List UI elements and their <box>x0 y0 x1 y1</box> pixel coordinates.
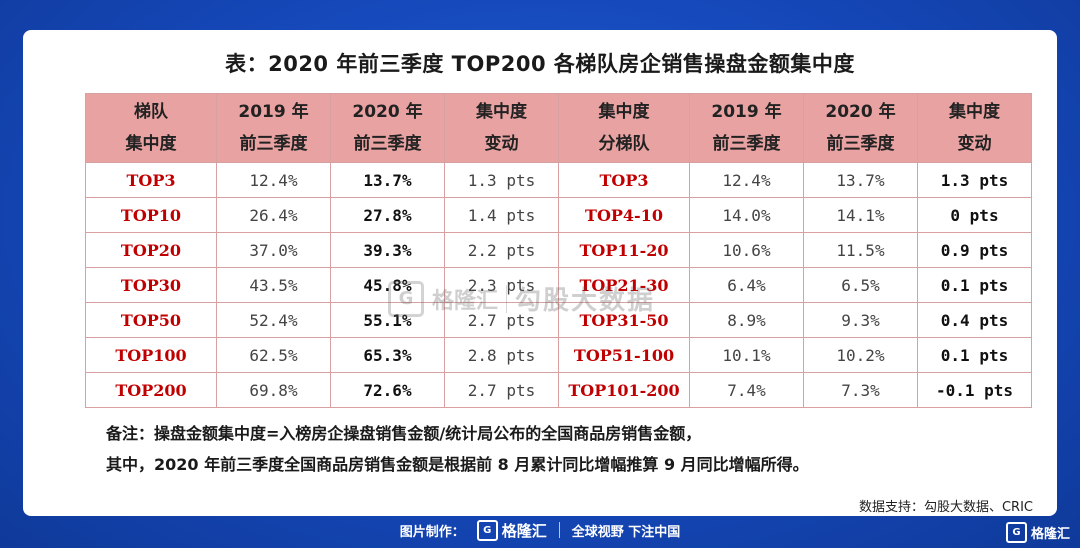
value-cell: 26.4% <box>216 197 331 233</box>
value-cell: 14.1% <box>803 197 918 233</box>
value-cell: 10.1% <box>689 337 804 373</box>
notes: 备注：操盘金额集中度=入榜房企操盘销售金额/统计局公布的全国商品房销售金额， 其… <box>106 418 809 480</box>
header-cell: 集中度 分梯队 <box>558 93 690 163</box>
change-cell: 0.4 pts <box>917 302 1032 338</box>
value-cell: 6.4% <box>689 267 804 303</box>
footer-logo: G 格隆汇 <box>476 519 547 541</box>
value-cell: 10.6% <box>689 232 804 268</box>
value-cell: 37.0% <box>216 232 331 268</box>
watermark-text: 勾股大数据 <box>515 286 656 316</box>
page-title: 表：2020 年前三季度 TOP200 各梯队房企销售操盘金额集中度 <box>225 52 855 76</box>
value-cell: 12.4% <box>216 162 331 198</box>
tier-cell: TOP30 <box>85 267 217 303</box>
value-cell: 52.4% <box>216 302 331 338</box>
tier-cell: TOP4-10 <box>558 197 690 233</box>
value-cell: 7.3% <box>803 372 918 408</box>
table-row: TOP3 12.4% 13.7% 1.3 pts TOP3 12.4% 13.7… <box>85 162 1032 198</box>
change-cell: 1.4 pts <box>444 197 559 233</box>
change-cell: 1.3 pts <box>444 162 559 198</box>
watermark-divider <box>506 284 508 313</box>
change-cell: 2.3 pts <box>444 267 559 303</box>
header-cell: 2019 年前三季度 <box>689 93 804 163</box>
note-line-1: 备注：操盘金额集中度=入榜房企操盘销售金额/统计局公布的全国商品房销售金额， <box>106 424 702 443</box>
tier-cell: TOP10 <box>85 197 217 233</box>
value-cell: 6.5% <box>803 267 918 303</box>
note-line-2: 其中，2020 年前三季度全国商品房销售金额是根据前 8 月累计同比增幅推算 9… <box>106 455 809 474</box>
watermark-brand: 格隆汇 <box>432 288 499 314</box>
value-cell: 9.3% <box>803 302 918 338</box>
table-row: TOP30 43.5% 45.8% 2.3 pts TOP21-30 6.4% … <box>85 267 1032 303</box>
header-cell: 2020 年前三季度 <box>803 93 918 163</box>
tier-cell: TOP31-50 <box>558 302 690 338</box>
footer-brand: 格隆汇 <box>501 521 547 540</box>
change-cell: 2.2 pts <box>444 232 559 268</box>
tier-cell: TOP50 <box>85 302 217 338</box>
tier-cell: TOP101-200 <box>558 372 690 408</box>
footer: 图片制作： G 格隆汇 全球视野 下注中国 <box>0 518 1080 542</box>
footer-slogan: 全球视野 下注中国 <box>571 524 681 540</box>
corner-brand: 格隆汇 <box>1030 527 1070 542</box>
tier-cell: TOP51-100 <box>558 337 690 373</box>
table-row: TOP200 69.8% 72.6% 2.7 pts TOP101-200 7.… <box>85 372 1032 408</box>
tier-cell: TOP11-20 <box>558 232 690 268</box>
tier-cell: TOP3 <box>558 162 690 198</box>
header-cell: 2020 年前三季度 <box>330 93 445 163</box>
tier-cell: TOP100 <box>85 337 217 373</box>
change-cell: 2.7 pts <box>444 372 559 408</box>
value-cell: 10.2% <box>803 337 918 373</box>
value-cell: 13.7% <box>803 162 918 198</box>
footer-divider <box>558 522 560 538</box>
table-row: TOP50 52.4% 55.1% 2.7 pts TOP31-50 8.9% … <box>85 302 1032 338</box>
value-cell: 55.1% <box>330 302 445 338</box>
table-row: TOP20 37.0% 39.3% 2.2 pts TOP11-20 10.6%… <box>85 232 1032 268</box>
change-cell: 0 pts <box>917 197 1032 233</box>
gelonghui-logo-icon: G <box>388 280 424 317</box>
watermark: G 格隆汇 勾股大数据 <box>388 280 655 317</box>
value-cell: 14.0% <box>689 197 804 233</box>
concentration-table: 梯队 集中度 2019 年前三季度 2020 年前三季度 集中度 变动 集中度 分梯队… <box>85 93 1032 408</box>
header-cell: 集中度 变动 <box>444 93 559 163</box>
tier-cell: TOP200 <box>85 372 217 408</box>
value-cell: 69.8% <box>216 372 331 408</box>
tier-cell: TOP20 <box>85 232 217 268</box>
tier-cell: TOP3 <box>85 162 217 198</box>
value-cell: 65.3% <box>330 337 445 373</box>
table-row: TOP100 62.5% 65.3% 2.8 pts TOP51-100 10.… <box>85 337 1032 373</box>
corner-logo: G 格隆汇 <box>1005 522 1070 543</box>
value-cell: 7.4% <box>689 372 804 408</box>
value-cell: 13.7% <box>330 162 445 198</box>
value-cell: 11.5% <box>803 232 918 268</box>
value-cell: 39.3% <box>330 232 445 268</box>
table-row: TOP10 26.4% 27.8% 1.4 pts TOP4-10 14.0% … <box>85 197 1032 233</box>
value-cell: 43.5% <box>216 267 331 303</box>
change-cell: 0.9 pts <box>917 232 1032 268</box>
header-cell: 2019 年前三季度 <box>216 93 331 163</box>
change-cell: 0.1 pts <box>917 337 1032 373</box>
change-cell: 0.1 pts <box>917 267 1032 303</box>
value-cell: 8.9% <box>689 302 804 338</box>
value-cell: 27.8% <box>330 197 445 233</box>
header-row: 梯队 集中度 2019 年前三季度 2020 年前三季度 集中度 变动 集中度 分梯队… <box>85 93 1032 163</box>
change-cell: 1.3 pts <box>917 162 1032 198</box>
change-cell: 2.7 pts <box>444 302 559 338</box>
change-cell: 2.8 pts <box>444 337 559 373</box>
header-cell: 集中度 变动 <box>917 93 1032 163</box>
value-cell: 12.4% <box>689 162 804 198</box>
change-cell: -0.1 pts <box>917 372 1032 408</box>
gelonghui-logo-icon: G <box>476 519 498 541</box>
data-source: 数据支持：勾股大数据、CRIC <box>858 500 1033 515</box>
value-cell: 72.6% <box>330 372 445 408</box>
value-cell: 62.5% <box>216 337 331 373</box>
table-card: 表：2020 年前三季度 TOP200 各梯队房企销售操盘金额集中度 梯队 集中度… <box>23 30 1057 516</box>
header-cell: 梯队 集中度 <box>85 93 217 163</box>
footer-made-by: 图片制作： <box>399 524 465 540</box>
gelonghui-logo-icon: G <box>1005 522 1027 543</box>
